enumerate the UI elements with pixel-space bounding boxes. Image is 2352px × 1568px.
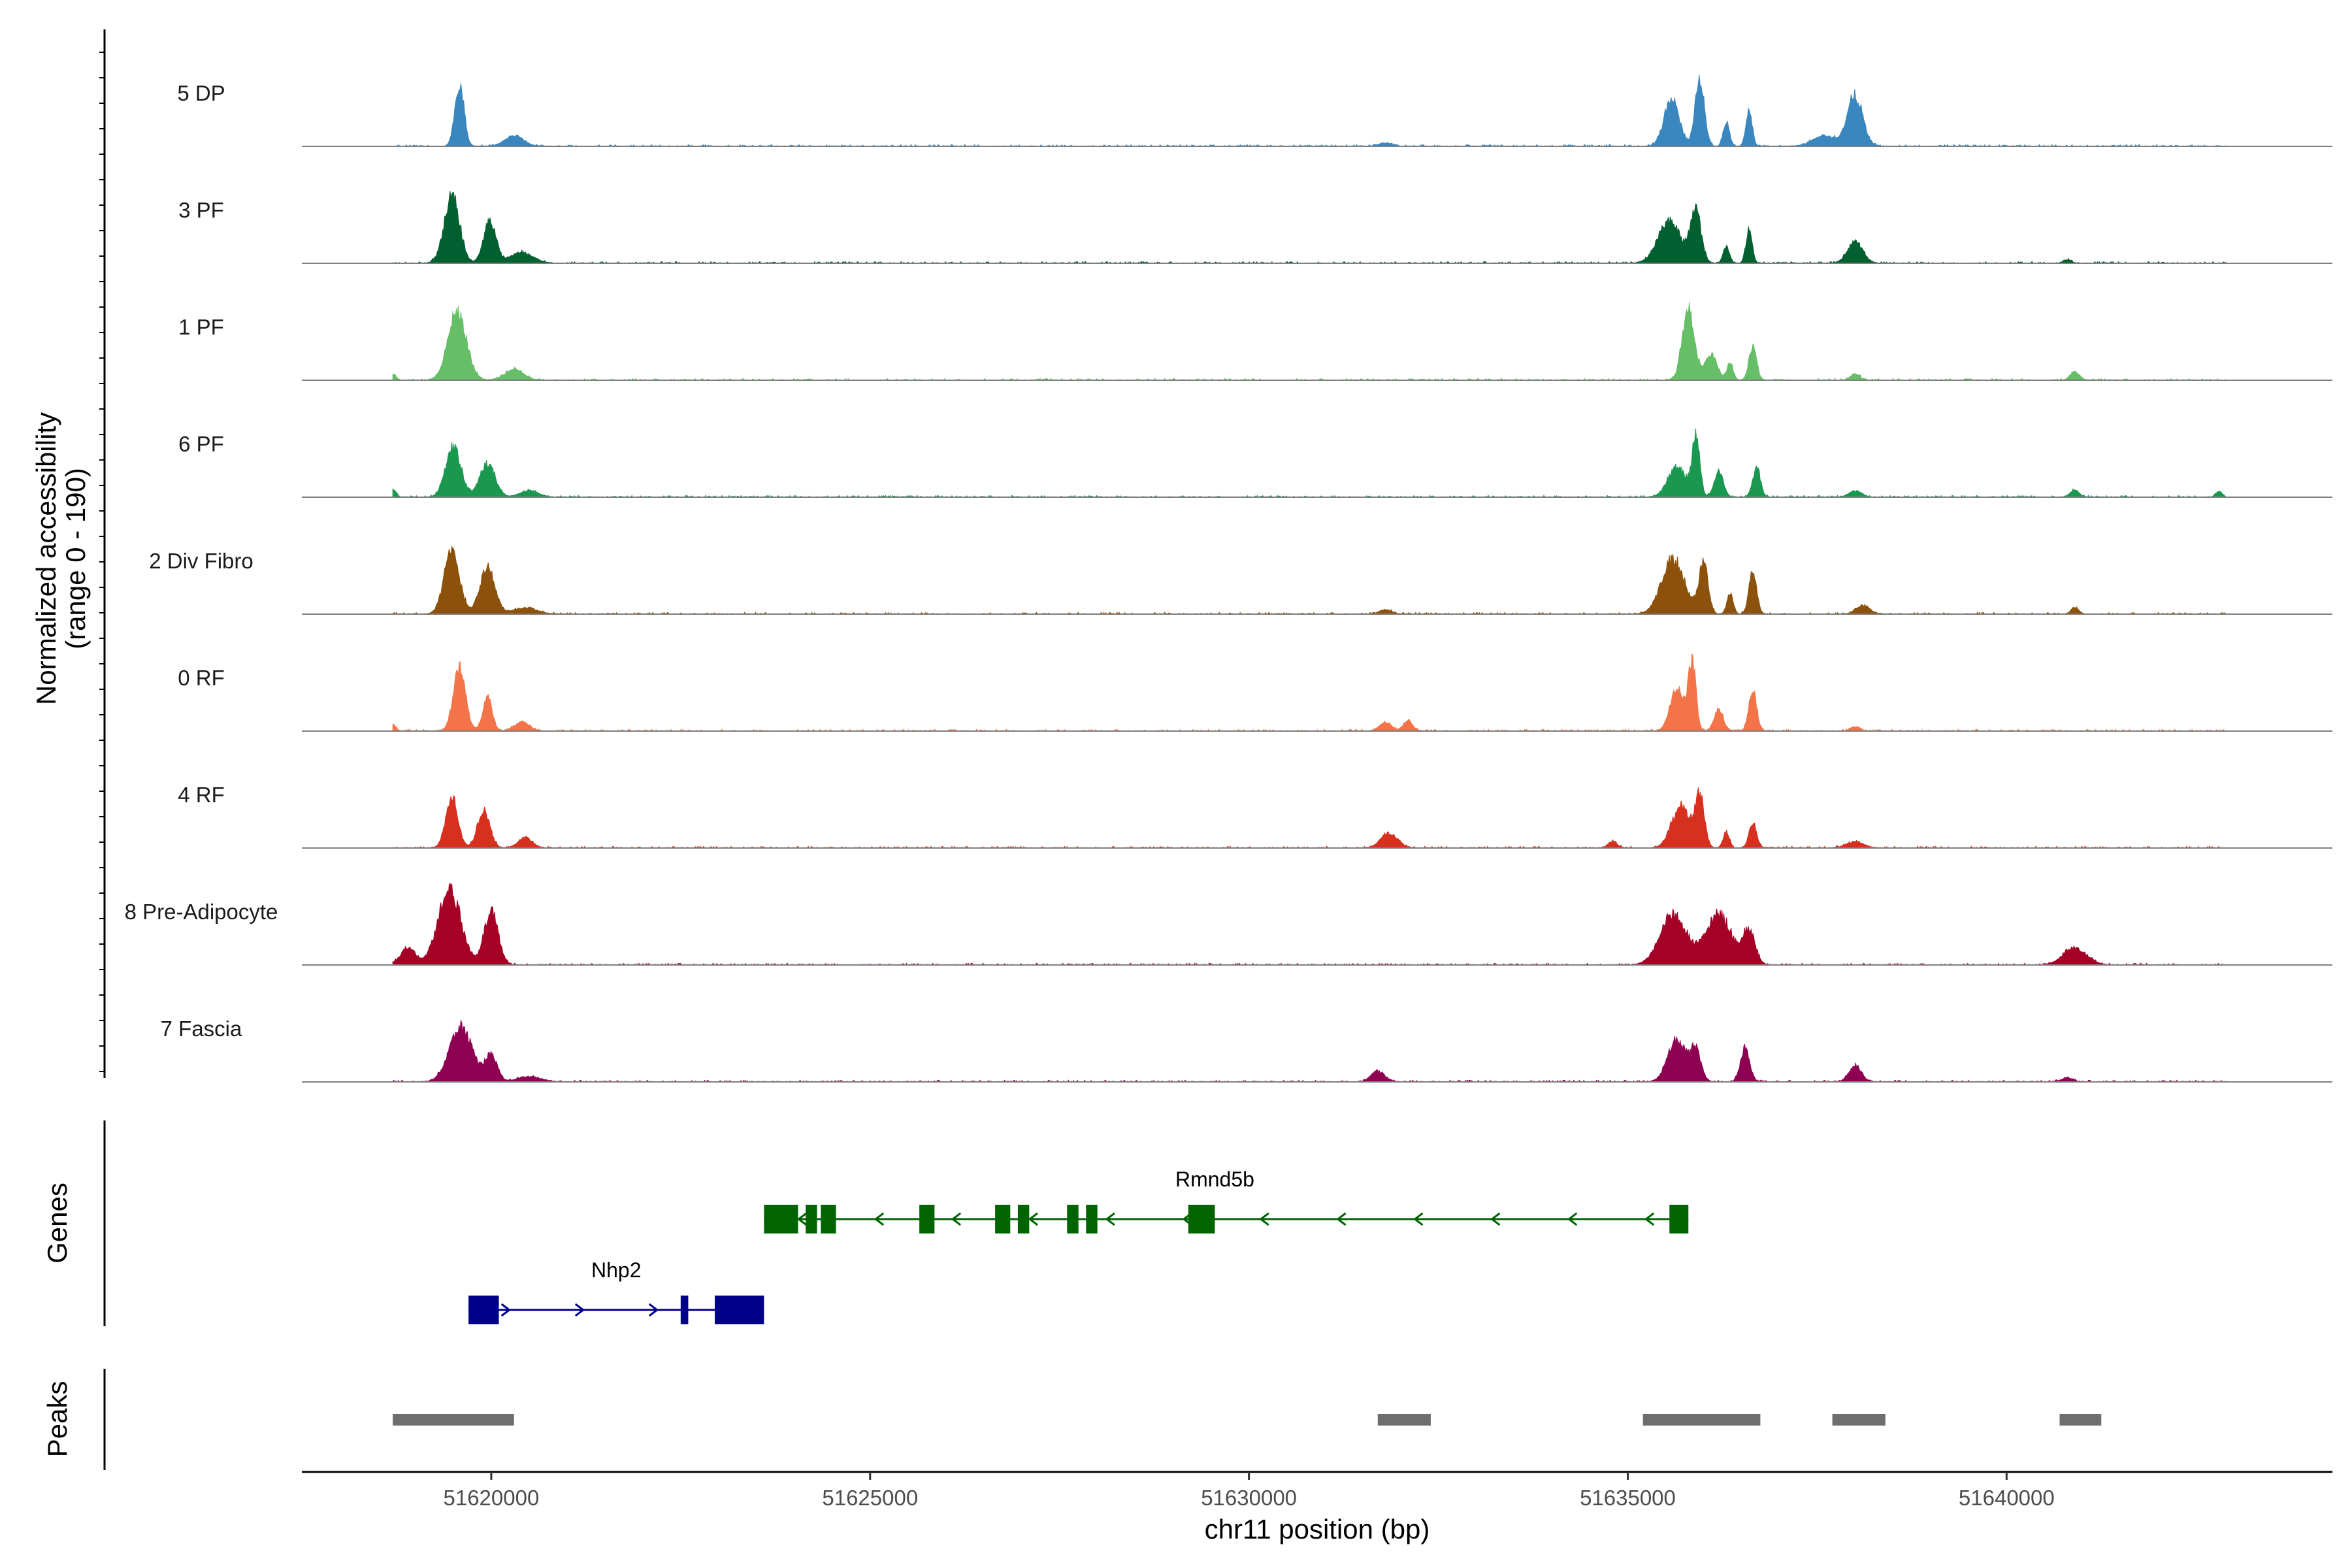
peak-region [1642,1414,1761,1426]
peak-region [1832,1414,1886,1426]
strand-arrow [1259,1212,1269,1226]
gene-exon [919,1205,935,1233]
coverage-area [392,882,2228,966]
track-4-rf: 4 RF [178,783,2332,849]
gene-models: Rmnd5b Nhp2 [468,1168,1689,1324]
x-tick-label: 51630000 [1201,1486,1297,1510]
strand-arrow [1413,1212,1424,1226]
track-7-fascia: 7 Fascia [161,1017,2332,1083]
gene-nhp2: Nhp2 [468,1258,764,1324]
coverage-area [392,302,2227,382]
gene-exon [764,1205,798,1233]
gene-exon [1669,1205,1689,1233]
peaks-panel-label: Peaks [42,1381,73,1458]
gene-label: Rmnd5b [1175,1168,1254,1191]
track-label: 0 RF [178,666,225,690]
y-axis-range: (range 0 - 190) [60,468,91,649]
track-1-pf: 1 PF [178,302,2332,382]
x-tick-label: 51620000 [444,1486,540,1510]
track-label: 5 DP [177,81,225,105]
strand-arrow [1567,1212,1578,1226]
gene-exon [806,1205,817,1233]
strand-arrow [874,1212,885,1226]
track-label: 6 PF [178,432,224,456]
y-axis-title: Normalized accessibility [31,412,61,705]
gene-exon [821,1205,836,1233]
peak-region [2059,1414,2102,1426]
genes-panel-label: Genes [42,1183,73,1264]
gene-exon [1017,1205,1030,1233]
strand-arrow [951,1212,962,1226]
gene-exon [468,1296,499,1324]
track-6-pf: 6 PF [178,429,2332,498]
strand-arrow [1105,1212,1115,1226]
track-label: 4 RF [178,783,225,807]
gene-exon [1067,1205,1079,1233]
strand-arrow [1028,1212,1038,1226]
gene-exon [715,1296,764,1324]
strand-arrow [796,1212,808,1226]
coverage-area [392,191,2227,264]
track-label: 1 PF [178,315,224,339]
strand-arrow [1336,1212,1347,1226]
coverage-y-ticks [99,52,105,1072]
x-tick-label: 51640000 [1959,1486,2055,1510]
track-0-rf: 0 RF [178,653,2332,732]
strand-arrow [1644,1212,1655,1226]
coverage-area [392,1020,2228,1083]
gene-rmnd5b: Rmnd5b [764,1168,1689,1233]
x-tick-label: 51635000 [1580,1486,1676,1510]
coverage-area [392,787,2227,849]
coverage-area [392,429,2227,498]
gene-exon [995,1205,1011,1233]
strand-arrow [574,1303,585,1317]
coverage-area [392,546,2227,615]
track-label: 7 Fascia [161,1017,242,1041]
gene-exon [1086,1205,1098,1233]
gene-label: Nhp2 [591,1258,642,1282]
track-label: 3 PF [178,198,224,222]
peak-region [393,1414,514,1426]
track-label: 2 Div Fibro [149,549,253,573]
track-3-pf: 3 PF [178,191,2332,264]
track-5-dp: 5 DP [177,74,2332,147]
coverage-tracks: 5 DP 3 PF 1 PF 6 PF 2 Div Fibro 0 RF 4 RF 8 Pre… [125,74,2332,1083]
strand-arrow [1490,1212,1501,1226]
track-label: 8 Pre-Adipocyte [125,900,278,924]
coverage-area [392,74,2227,147]
x-axis-ticks: 51620000 51625000 51630000 51635000 51640000 [444,1472,2055,1510]
x-axis-title: chr11 position (bp) [1205,1514,1430,1544]
peak-regions [393,1414,2102,1426]
coverage-area [392,653,2227,732]
strand-arrow [648,1303,659,1317]
track-2-div-fibro: 2 Div Fibro [149,546,2332,615]
track-8-pre-adipocyte: 8 Pre-Adipocyte [125,882,2332,966]
gene-exon [1188,1205,1215,1233]
strand-arrow [500,1303,512,1317]
x-tick-label: 51625000 [822,1486,918,1510]
gene-exon [680,1296,689,1324]
peak-region [1377,1414,1431,1426]
